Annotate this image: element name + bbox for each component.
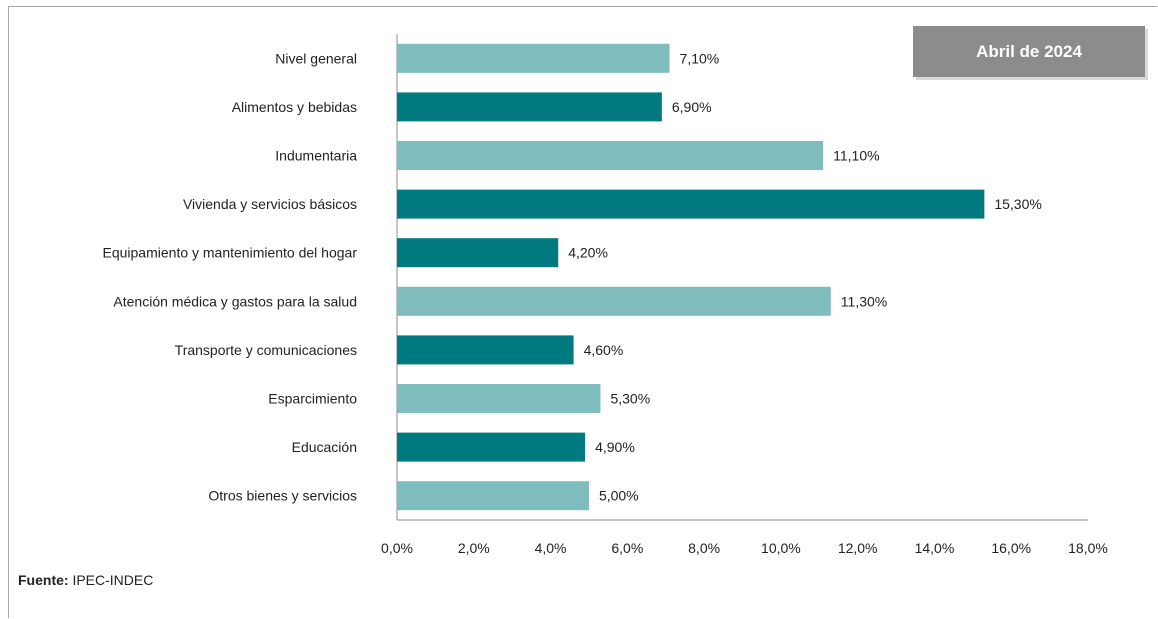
data-label: 11,10%	[833, 148, 879, 164]
period-badge: Abril de 2024	[913, 26, 1145, 77]
bar	[397, 141, 824, 170]
x-tick-label: 16,0%	[991, 540, 1031, 556]
category-label: Educación	[292, 439, 357, 455]
category-label: Indumentaria	[275, 148, 357, 164]
bar	[397, 43, 670, 73]
x-tick-label: 12,0%	[838, 540, 878, 556]
source-text: IPEC-INDEC	[72, 572, 154, 588]
data-label: 5,00%	[599, 488, 639, 504]
source-label: Fuente:	[18, 572, 69, 588]
bar	[397, 286, 831, 316]
x-tick-label: 6,0%	[611, 540, 643, 556]
category-label: Esparcimiento	[268, 391, 357, 407]
x-tick-label: 4,0%	[535, 540, 567, 556]
category-label: Vivienda y servicios básicos	[183, 196, 357, 212]
x-tick-label: 10,0%	[761, 540, 801, 556]
category-label: Equipamiento y mantenimiento del hogar	[103, 245, 358, 261]
x-tick-label: 8,0%	[688, 540, 720, 556]
data-label: 6,90%	[672, 99, 712, 115]
bar	[397, 189, 985, 219]
bar	[397, 335, 574, 365]
bar	[397, 481, 589, 511]
bar	[397, 384, 601, 413]
x-tick-label: 0,0%	[381, 540, 413, 556]
data-label: 7,10%	[680, 50, 720, 66]
bar	[397, 238, 559, 268]
category-label: Otros bienes y servicios	[208, 488, 357, 504]
x-tick-label: 2,0%	[458, 540, 490, 556]
data-label: 15,30%	[994, 196, 1041, 212]
category-label: Alimentos y bebidas	[232, 99, 357, 115]
chart-frame	[8, 6, 1157, 618]
category-label: Nivel general	[275, 50, 357, 66]
data-label: 4,90%	[595, 439, 635, 455]
bar	[397, 92, 662, 122]
x-tick-label: 18,0%	[1068, 540, 1108, 556]
category-label: Atención médica y gastos para la salud	[113, 293, 357, 309]
data-label: 11,30%	[841, 293, 887, 309]
data-label: 5,30%	[610, 391, 650, 407]
bar	[397, 432, 586, 462]
data-label: 4,20%	[568, 245, 608, 261]
data-label: 4,60%	[584, 342, 624, 358]
x-tick-label: 14,0%	[915, 540, 955, 556]
source-note: Fuente: IPEC-INDEC	[18, 572, 153, 588]
category-label: Transporte y comunicaciones	[175, 342, 357, 358]
